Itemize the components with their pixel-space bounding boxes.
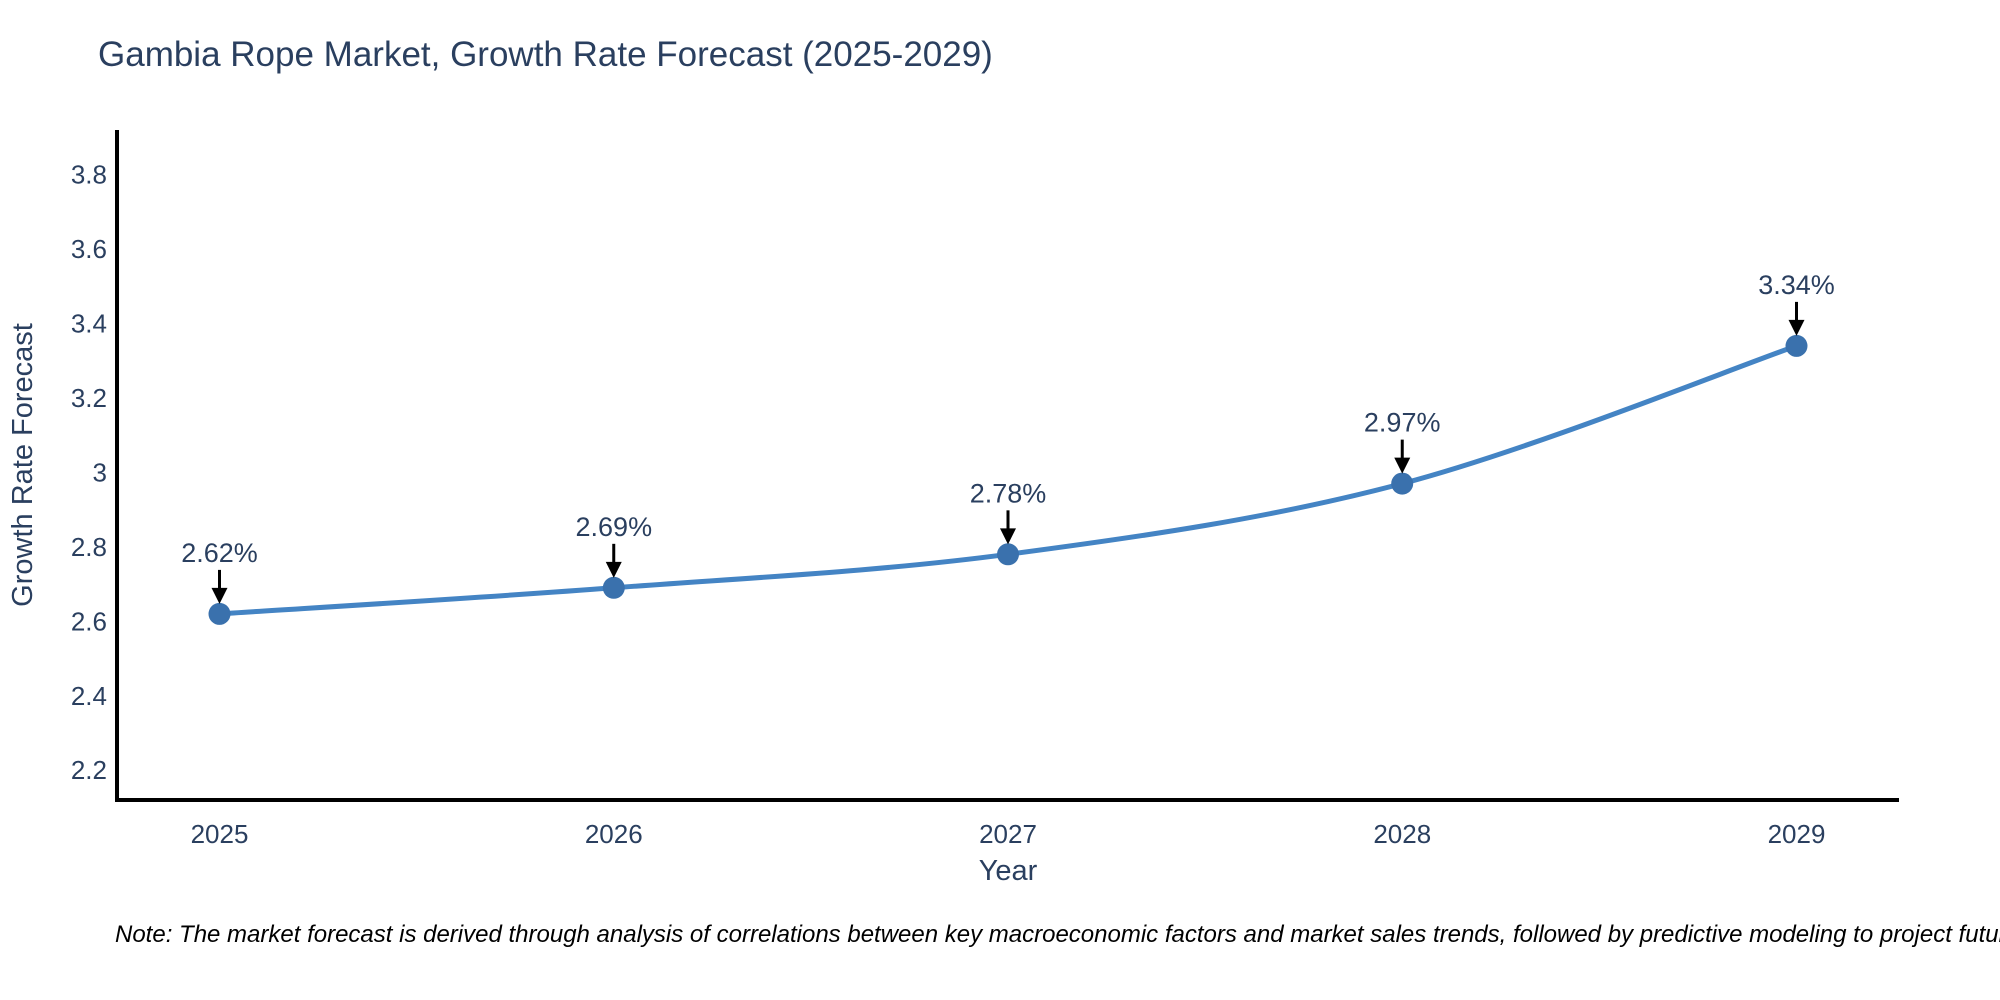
annotation-arrowhead <box>605 561 622 578</box>
annotation-arrowhead <box>1394 457 1411 474</box>
chart-title: Gambia Rope Market, Growth Rate Forecast… <box>98 35 993 74</box>
y-tick-label: 2.6 <box>71 606 107 636</box>
x-tick-label: 2028 <box>1373 819 1431 849</box>
annotation-arrowhead <box>1000 528 1016 545</box>
data-point-marker[interactable] <box>997 543 1019 566</box>
data-point-marker[interactable] <box>1785 334 1808 357</box>
annotation-label: 2.62% <box>181 538 258 568</box>
data-point-marker[interactable] <box>602 576 625 599</box>
annotation-label: 3.34% <box>1758 270 1835 300</box>
series-layer <box>208 334 1808 625</box>
data-point-marker[interactable] <box>208 602 231 625</box>
annotation-arrowhead <box>211 587 228 604</box>
annotation-arrowhead <box>1788 319 1805 336</box>
annotation-label: 2.97% <box>1364 408 1441 438</box>
y-tick-label: 2.2 <box>71 755 107 785</box>
x-tick-label: 2026 <box>585 819 643 849</box>
annotation-label: 2.78% <box>970 478 1047 508</box>
y-tick-label: 3.4 <box>71 309 107 339</box>
x-tick-label: 2025 <box>191 819 249 849</box>
annotations-layer: 2.62% 2.69% 2.78% 2.97% 3.34% <box>181 270 1835 604</box>
x-tick-label: 2029 <box>1768 819 1826 849</box>
y-tick-label: 3.6 <box>71 234 107 264</box>
x-axis-title: Year <box>979 855 1038 887</box>
y-axis-title: Growth Rate Forecast <box>7 323 39 607</box>
y-tick-label: 2.8 <box>71 532 107 562</box>
y-tick-label: 3 <box>93 457 107 487</box>
y-tick-label: 2.4 <box>71 681 107 711</box>
axis-ticks-layer: 2.2 2.4 2.6 2.8 3 3.2 3.4 3.6 3.8 2025 2026 2027 202… <box>71 160 1826 849</box>
y-tick-label: 3.8 <box>71 160 107 190</box>
y-tick-label: 3.2 <box>71 383 107 413</box>
x-tick-label: 2027 <box>979 819 1037 849</box>
data-point-marker[interactable] <box>1391 472 1414 495</box>
annotation-label: 2.69% <box>576 512 653 542</box>
chart-footnote: Note: The market forecast is derived thr… <box>115 921 2000 948</box>
